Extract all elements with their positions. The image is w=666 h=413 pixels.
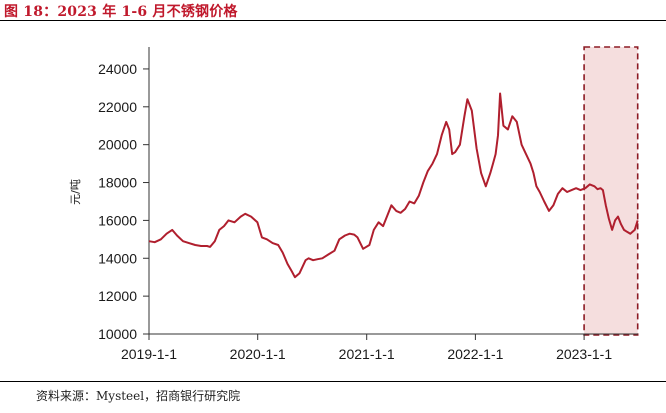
y-axis-label: 元/吨 [69, 179, 82, 205]
axes-layer [143, 47, 638, 340]
x-tick-label-2019-01-01: 2019-1-1 [121, 346, 177, 362]
title-rule [0, 20, 666, 21]
source-rule [0, 381, 666, 382]
series-layer [148, 92, 639, 279]
series-line-0 [148, 92, 639, 279]
y-tick-label-14000: 14000 [98, 250, 137, 266]
label-layer: 10000 12000 14000 16000 18000 20000 22000 24000… [69, 61, 612, 362]
y-tick-label-16000: 16000 [98, 212, 137, 228]
x-tick-label-2021-01-01: 2021-1-1 [339, 346, 395, 362]
price-line-chart: 10000 12000 14000 16000 18000 20000 22000 24000… [69, 46, 639, 362]
x-tick-label-2022-01-01: 2022-1-1 [447, 346, 503, 362]
highlight-layer [583, 46, 639, 336]
y-tick-label-22000: 22000 [98, 99, 137, 115]
y-tick-label-12000: 12000 [98, 288, 137, 304]
figure-title: 图 18：2023 年 1-6 月不锈钢价格 [4, 4, 238, 20]
y-tick-label-24000: 24000 [98, 61, 137, 77]
y-tick-label-20000: 20000 [98, 137, 137, 153]
highlight-region [583, 46, 639, 336]
y-tick-label-18000: 18000 [98, 175, 137, 191]
x-tick-label-2023-01-01: 2023-1-1 [556, 346, 612, 362]
source-note: 资料来源：Mysteel，招商银行研究院 [36, 389, 241, 403]
x-tick-label-2020-01-01: 2020-1-1 [230, 346, 286, 362]
y-tick-label-10000: 10000 [98, 326, 137, 342]
